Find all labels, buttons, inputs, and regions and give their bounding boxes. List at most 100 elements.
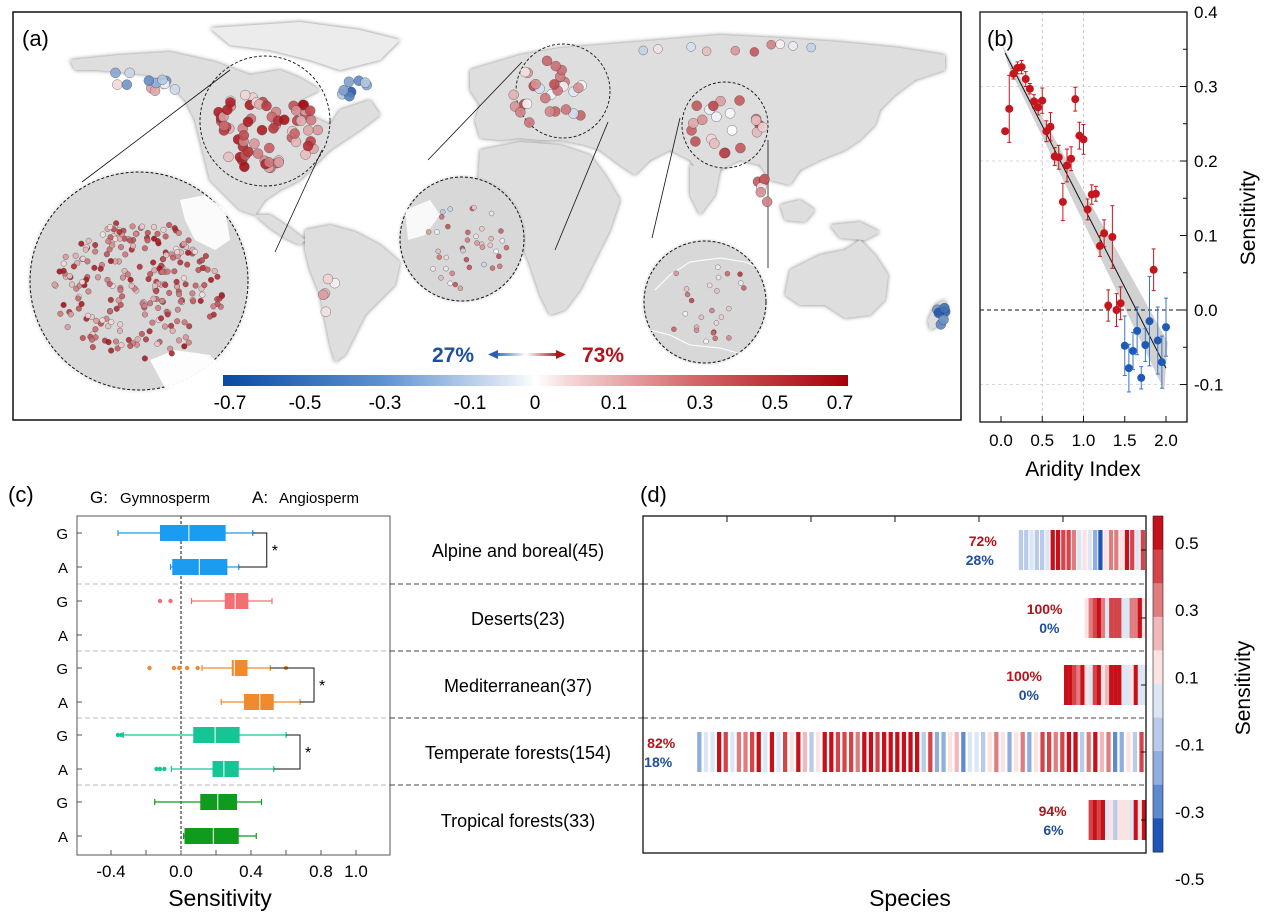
site-marker [240,89,251,101]
site-marker [775,39,785,49]
inset-site-marker [713,320,720,326]
negative-percent: 0% [1039,620,1060,636]
inset-site-marker [177,259,184,266]
map-colorbar-tick-label: 0.5 [762,393,788,414]
biome-label: Temperate forests(154) [425,743,611,763]
inset-site-marker [182,281,189,288]
legend-angiosperm-text: Angiosperm [279,490,359,507]
legend-angiosperm-key: A: [252,488,268,507]
colorbar-tick-label: 0.1 [1175,668,1199,687]
y-tick-label: 0.1 [1194,227,1218,246]
biome-count-open: ( [560,676,566,696]
y-tick-label: 0.3 [1194,78,1218,97]
inset-site-marker [72,252,79,259]
colorbar-tick-label: -0.5 [1175,870,1204,889]
box [200,794,237,810]
species-stripe [717,732,722,772]
inset-site-marker [192,282,199,289]
biome-count-close: ) [605,743,611,763]
inset-site-marker [206,313,213,320]
inset-site-marker [127,276,134,283]
data-point [1034,103,1043,112]
outlier-point [177,665,182,671]
inset-site-marker [94,274,101,281]
inset-site-marker [718,314,725,320]
y-tick-label: 0.0 [1194,301,1218,320]
inset-site-marker [164,311,171,318]
inset-site-marker [147,271,154,278]
inset-site-marker [210,303,217,310]
data-point [1083,205,1092,214]
inset-site-marker [168,350,175,357]
inset-site-marker [497,263,503,269]
species-stripe [1084,598,1089,638]
species-stripe [730,732,735,772]
data-point [1030,97,1038,106]
inset-site-marker [489,265,496,271]
map-colorbar-tick-label: 0.1 [601,393,627,414]
inset-site-marker [452,281,458,288]
species-stripe [934,732,940,772]
inset-site-marker [78,240,85,247]
biome-count: 23 [539,609,559,629]
data-point [1071,95,1080,104]
inset-site-marker [479,226,485,232]
inset-site-marker [440,209,446,215]
inset-site-marker [108,319,115,326]
species-stripe [769,732,775,772]
inset-connector-lines [81,61,769,268]
negative-percent: 0% [1019,687,1040,703]
data-point [1038,96,1047,105]
species-stripe [849,732,854,772]
box [160,525,226,541]
species-stripe [1129,800,1134,840]
inset-site-marker [162,233,169,240]
site-marker [708,100,719,112]
inset-site-marker [714,288,720,294]
site-marker [711,111,722,122]
inset-site-marker [105,339,112,346]
colorbar-frame [1152,515,1164,853]
inset-site-marker [79,255,86,262]
inset-site-marker [122,251,129,258]
site-marker [289,128,300,139]
site-marker [544,106,556,117]
species-stripe [1113,598,1118,638]
box [244,694,274,710]
species-stripe [1060,732,1065,772]
inset-site-marker [75,295,82,302]
site-marker [524,117,535,128]
species-stripe [829,732,834,772]
data-point [1021,75,1030,84]
inset-site-marker [105,323,112,330]
significance-star: * [272,543,278,560]
species-stripe [1125,665,1130,705]
site-marker [110,67,121,79]
site-marker [318,289,329,301]
inset-site-marker [715,264,721,270]
site-marker [268,123,279,134]
biome-name: Mediterranean [444,676,560,696]
inset-site-marker [116,327,123,334]
outlier-point [115,732,121,738]
species-stripe [1129,598,1134,638]
species-stripe [809,732,814,772]
panel-a-map: (a) 27% 73% -0.7 -0.5 -0.3 -0.1 0 0.1 0.3 0.5 0.… [12,11,962,421]
species-stripe [1108,530,1114,570]
data-point [1100,229,1109,238]
site-marker [261,100,272,112]
panel-b-xlabel: Aridity Index [1025,458,1141,481]
significance-star: * [319,678,325,695]
data-point [1153,336,1162,345]
inset-site-marker [487,242,493,249]
negative-percent: 28% [966,552,995,568]
biome-label: Tropical forests(33) [441,811,595,831]
site-marker [249,138,260,149]
legend-gymnosperm-text: Gymnosperm [120,490,210,507]
inset-site-marker [107,308,113,314]
inset-site-marker [151,282,158,289]
species-stripe [1137,800,1143,840]
site-marker [757,122,768,133]
species-stripe [981,732,986,772]
